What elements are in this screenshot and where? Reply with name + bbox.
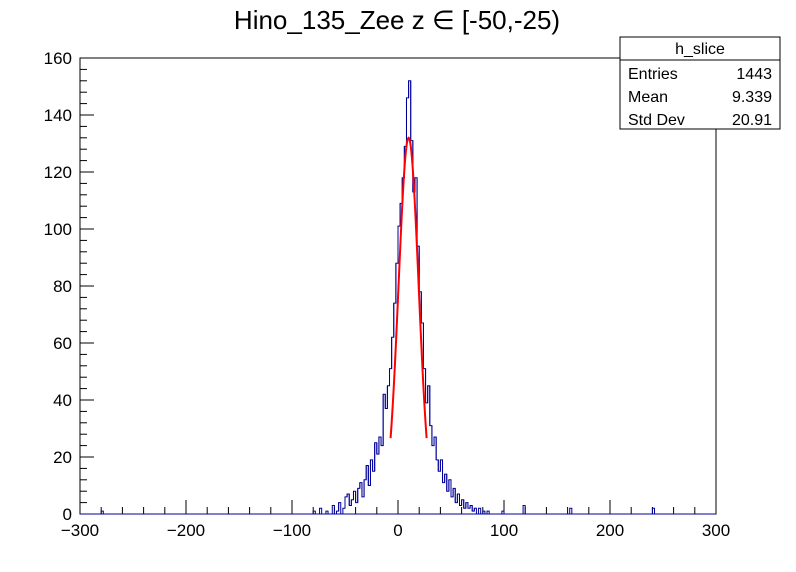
histogram-bin	[331, 504, 335, 514]
stats-box-frame	[619, 36, 781, 130]
histogram-bin	[482, 510, 486, 514]
x-tick-label: −100	[273, 521, 311, 540]
histogram-bin	[478, 507, 482, 514]
y-tick-label: 0	[63, 505, 72, 524]
y-tick-label: 100	[44, 220, 72, 239]
y-tick-label: 60	[53, 334, 72, 353]
fit-curve	[389, 136, 428, 439]
y-tick-label: 160	[44, 49, 72, 68]
x-tick-label: 300	[702, 521, 730, 540]
histogram	[80, 80, 716, 515]
histogram-bin	[522, 504, 526, 514]
histogram-bin	[473, 507, 477, 514]
y-tick-label: 80	[53, 277, 72, 296]
x-tick-label: 200	[596, 521, 624, 540]
stats-mean-label: Mean	[628, 89, 668, 106]
y-tick-label: 40	[53, 391, 72, 410]
histogram-bin	[486, 510, 490, 514]
histogram-bin	[569, 507, 573, 514]
histogram-bin	[325, 510, 329, 514]
histogram-bin	[312, 510, 316, 514]
x-tick-label: 100	[490, 521, 518, 540]
y-tick-label: 120	[44, 163, 72, 182]
histogram-bin	[501, 510, 505, 514]
stats-box-title: h_slice	[675, 41, 725, 58]
x-axis: −300 −200 −100 0 100 200 300	[61, 500, 730, 540]
fit-line	[389, 136, 428, 439]
histogram-bin	[651, 507, 656, 514]
stats-box: h_slice Entries 1443 Mean 9.339 Std Dev …	[619, 36, 781, 130]
histogram-bin	[319, 507, 323, 514]
x-tick-label: −200	[167, 521, 205, 540]
stats-stddev-label: Std Dev	[628, 112, 685, 129]
chart-title: Hino_135_Zee z ∈ [-50,-25)	[234, 5, 560, 35]
stats-entries-label: Entries	[628, 66, 678, 83]
stats-mean-value: 9.339	[732, 89, 772, 106]
y-axis: 0 20 40 60 80 100 120 140 160	[44, 49, 94, 524]
stats-stddev-value: 20.91	[732, 112, 772, 129]
x-tick-label: −300	[61, 521, 99, 540]
y-tick-label: 20	[53, 448, 72, 467]
histogram-bin	[338, 502, 342, 514]
histogram-bin	[100, 510, 104, 514]
x-tick-label: 0	[393, 521, 402, 540]
y-tick-label: 140	[44, 106, 72, 125]
stats-entries-value: 1443	[736, 66, 772, 83]
